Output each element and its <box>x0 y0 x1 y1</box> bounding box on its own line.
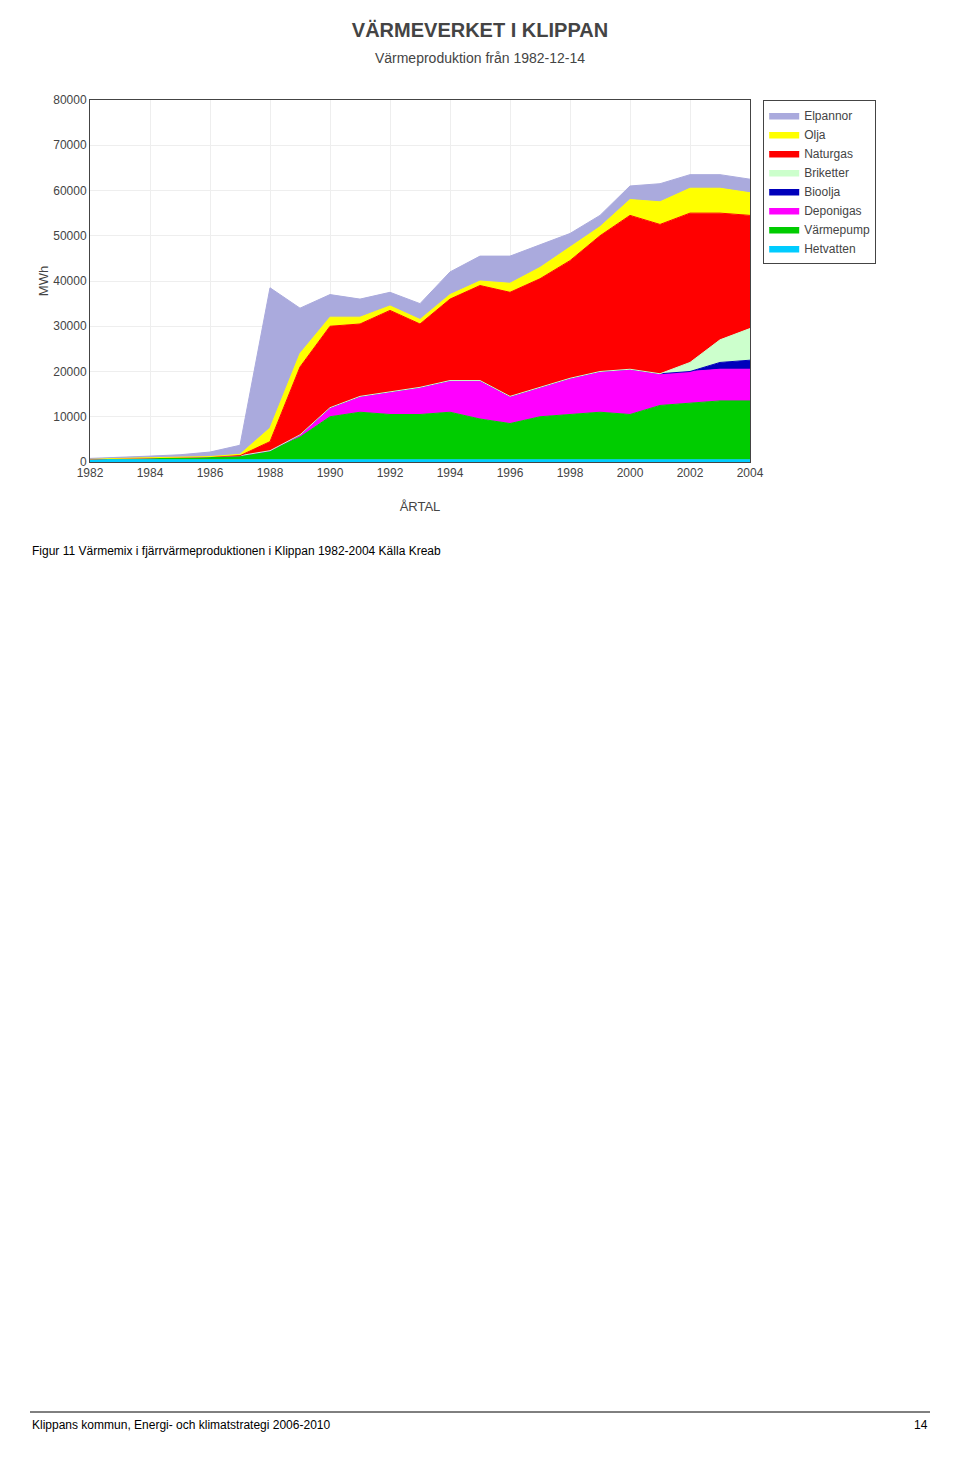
svg-text:20000: 20000 <box>53 365 87 379</box>
svg-text:Deponigas: Deponigas <box>804 204 861 218</box>
svg-text:1994: 1994 <box>437 466 464 480</box>
svg-text:Naturgas: Naturgas <box>804 147 853 161</box>
svg-text:70000: 70000 <box>53 138 87 152</box>
svg-text:2002: 2002 <box>677 466 704 480</box>
svg-text:2000: 2000 <box>617 466 644 480</box>
svg-text:30000: 30000 <box>53 319 87 333</box>
svg-text:1988: 1988 <box>257 466 284 480</box>
svg-text:1992: 1992 <box>377 466 404 480</box>
svg-text:80000: 80000 <box>53 93 87 107</box>
svg-text:Värmepump: Värmepump <box>804 223 870 237</box>
svg-text:Elpannor: Elpannor <box>804 109 852 123</box>
svg-text:Klippans kommun, Energi- och k: Klippans kommun, Energi- och klimatstrat… <box>32 1418 330 1432</box>
svg-text:1998: 1998 <box>557 466 584 480</box>
svg-text:ÅRTAL: ÅRTAL <box>400 499 441 514</box>
svg-text:Figur 11 Värmemix i fjärrvärme: Figur 11 Värmemix i fjärrvärmeproduktion… <box>32 544 441 558</box>
svg-text:14: 14 <box>914 1418 928 1432</box>
svg-text:1996: 1996 <box>497 466 524 480</box>
svg-text:0: 0 <box>80 455 87 469</box>
svg-text:10000: 10000 <box>53 410 87 424</box>
svg-text:Bioolja: Bioolja <box>804 185 840 199</box>
svg-text:1990: 1990 <box>317 466 344 480</box>
svg-text:40000: 40000 <box>53 274 87 288</box>
svg-text:Olja: Olja <box>804 128 826 142</box>
svg-text:Briketter: Briketter <box>804 166 849 180</box>
svg-text:Hetvatten: Hetvatten <box>804 242 855 256</box>
svg-text:1986: 1986 <box>197 466 224 480</box>
svg-text:VÄRMEVERKET I KLIPPANVärmeprod: VÄRMEVERKET I KLIPPANVärmeproduktion frå… <box>352 19 608 66</box>
svg-text:1984: 1984 <box>137 466 164 480</box>
svg-text:1982: 1982 <box>77 466 104 480</box>
svg-text:2004: 2004 <box>737 466 764 480</box>
svg-text:50000: 50000 <box>53 229 87 243</box>
svg-text:60000: 60000 <box>53 184 87 198</box>
svg-text:MWh: MWh <box>36 266 51 296</box>
